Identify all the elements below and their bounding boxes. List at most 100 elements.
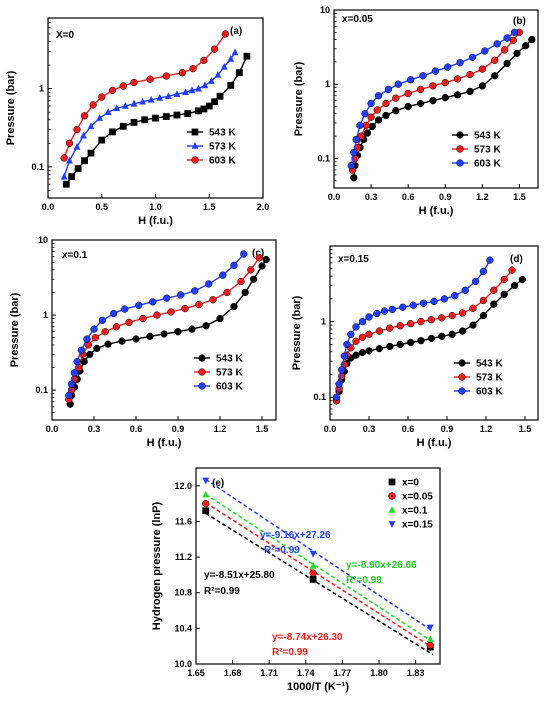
- data-point: [513, 49, 521, 58]
- data-point: [373, 309, 381, 318]
- data-point: [384, 85, 393, 94]
- data-point: [139, 314, 147, 323]
- data-point: [201, 81, 209, 89]
- chart-panel-1: 0.0 0.5 1.0 1.5 2.0 0.1 1 H (f.u.) Pressure (bar…: [5, 17, 269, 227]
- fit-line: [205, 478, 434, 632]
- data-point: [98, 136, 106, 144]
- data-point: [399, 303, 407, 311]
- data-point: [409, 301, 417, 309]
- data-point: [62, 180, 70, 188]
- data-point: [352, 323, 360, 331]
- legend-marker: [198, 354, 206, 362]
- plot-frame: [329, 245, 539, 421]
- x-tick-label: 0.0: [42, 202, 55, 212]
- series-603-k: [347, 28, 519, 170]
- data-point: [352, 351, 360, 359]
- legend: 543 K 573 K 603 K: [452, 131, 501, 170]
- data-point: [112, 323, 121, 331]
- data-point: [365, 330, 373, 338]
- data-point: [130, 99, 138, 107]
- legend-label: 573 K: [209, 142, 236, 153]
- data-point: [419, 299, 428, 307]
- panel-label: (b): [513, 16, 526, 27]
- data-point: [528, 35, 536, 44]
- data-point: [510, 281, 519, 290]
- data-point: [479, 311, 488, 320]
- data-point: [73, 142, 81, 150]
- data-point: [332, 393, 341, 401]
- fit-equation: y=-8.74x+26.30: [272, 632, 343, 643]
- data-point: [356, 121, 364, 129]
- data-point: [347, 330, 355, 338]
- x-tick-label: 0.0: [46, 424, 59, 434]
- x-tick-label: 1.2: [480, 424, 493, 434]
- data-point: [358, 317, 367, 326]
- x-tick-label: 0.9: [172, 424, 185, 434]
- data-point: [427, 334, 436, 343]
- x-tick-label: 1.5: [519, 424, 532, 434]
- data-point: [486, 256, 494, 264]
- data-point: [458, 309, 467, 317]
- y-tick-label: 1: [39, 84, 44, 94]
- data-point: [87, 122, 95, 130]
- x-tick-label: 1.68: [224, 668, 242, 678]
- fit-line: [205, 502, 434, 649]
- data-point: [490, 286, 498, 294]
- data-point: [471, 277, 480, 286]
- data-point: [386, 342, 394, 351]
- x-tick-label: 1.5: [513, 192, 526, 202]
- data-point: [119, 82, 127, 90]
- legend-label: 603 K: [474, 159, 501, 170]
- data-point: [380, 307, 389, 315]
- data-point: [438, 314, 446, 322]
- data-point: [392, 94, 400, 102]
- data-point: [184, 110, 192, 117]
- composition-label: x=0.15: [338, 254, 369, 265]
- data-point: [451, 292, 459, 300]
- data-point: [167, 308, 175, 316]
- legend-marker: [191, 142, 199, 149]
- data-point: [367, 99, 375, 108]
- data-point: [147, 95, 155, 103]
- y-axis-label: Pressure (bar): [293, 61, 305, 136]
- data-point: [394, 80, 402, 88]
- data-point: [479, 267, 488, 276]
- data-point: [73, 125, 81, 134]
- data-point: [74, 165, 82, 173]
- data-point: [365, 313, 373, 321]
- data-point: [202, 507, 210, 515]
- data-point: [188, 86, 196, 94]
- y-axis-label: Pressure (bar): [9, 292, 21, 367]
- x-tick-label: 1.2: [476, 192, 489, 202]
- legend-label: 603 K: [476, 387, 503, 398]
- data-point: [458, 327, 467, 335]
- x-tick-label: 0.0: [324, 424, 337, 434]
- data-point: [338, 372, 346, 380]
- data-point: [237, 277, 245, 286]
- data-point: [156, 93, 164, 101]
- data-point: [130, 119, 138, 126]
- data-point: [67, 380, 76, 388]
- data-point: [441, 93, 449, 102]
- x-tick-label: 0.9: [441, 424, 454, 434]
- data-point: [500, 275, 508, 284]
- chart-panel-4: 0.0 0.3 0.6 0.9 1.2 1.5 0.1 1 H (f.u.) Pressure (…: [291, 245, 539, 449]
- legend-marker: [458, 373, 466, 381]
- data-point: [429, 97, 437, 105]
- x-axis-label: H (f.u.): [138, 215, 173, 227]
- x-tick-label: 1.5: [203, 202, 216, 212]
- legend-marker: [456, 145, 464, 153]
- x-axis-label: 1000/T (K⁻¹): [287, 681, 349, 693]
- data-point: [160, 330, 168, 338]
- data-point: [109, 309, 118, 318]
- data-point: [469, 321, 477, 329]
- data-point: [469, 304, 477, 312]
- x-tick-label: 0.3: [363, 424, 376, 434]
- data-point: [374, 92, 383, 100]
- x-tick-label: 1.71: [260, 668, 278, 678]
- data-point: [191, 287, 199, 295]
- data-point: [243, 52, 251, 60]
- x-tick-label: 1.83: [407, 668, 425, 678]
- data-point: [426, 641, 434, 649]
